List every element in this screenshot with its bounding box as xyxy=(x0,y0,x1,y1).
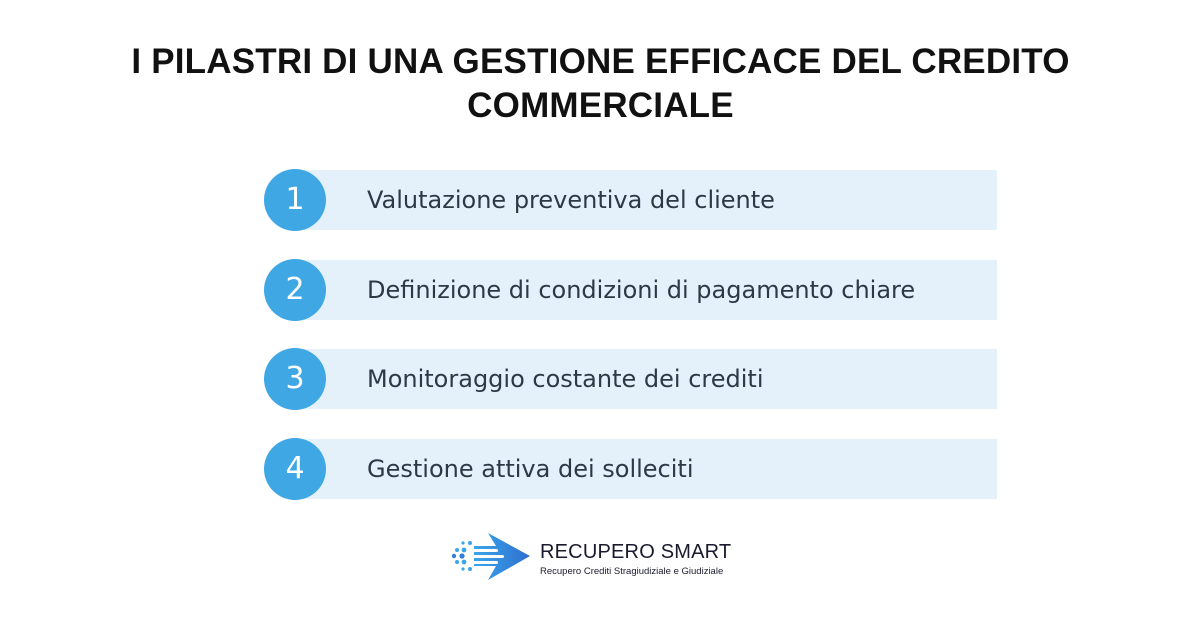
pillar-item-2: 2 Definizione di condizioni di pagamento… xyxy=(264,259,997,321)
pillar-number-badge: 3 xyxy=(264,348,326,410)
pillar-label: Definizione di condizioni di pagamento c… xyxy=(367,276,916,304)
pillar-item-1: 1 Valutazione preventiva del cliente xyxy=(264,169,997,231)
brand-logo: RECUPERO SMART Recupero Crediti Stragiud… xyxy=(448,530,748,586)
brand-name: RECUPERO SMART xyxy=(540,541,732,563)
page-title: I PILASTRI DI UNA GESTIONE EFFICACE DEL … xyxy=(100,40,1101,128)
arrow-icon xyxy=(451,533,530,580)
title-line-1: I PILASTRI DI UNA GESTIONE EFFICACE DEL … xyxy=(131,42,1070,81)
brand-tagline: Recupero Crediti Stragiudiziale e Giudiz… xyxy=(540,566,724,577)
pillar-number-badge: 4 xyxy=(264,438,326,500)
title-line-2: COMMERCIALE xyxy=(467,86,734,125)
pillar-label: Gestione attiva dei solleciti xyxy=(367,455,694,483)
pillar-label: Monitoraggio costante dei crediti xyxy=(367,365,764,393)
pillar-number-badge: 2 xyxy=(264,259,326,321)
pillar-item-3: 3 Monitoraggio costante dei crediti xyxy=(264,348,997,410)
pillar-item-4: 4 Gestione attiva dei solleciti xyxy=(264,438,997,500)
pillar-label: Valutazione preventiva del cliente xyxy=(367,186,775,214)
pillar-number-badge: 1 xyxy=(264,169,326,231)
